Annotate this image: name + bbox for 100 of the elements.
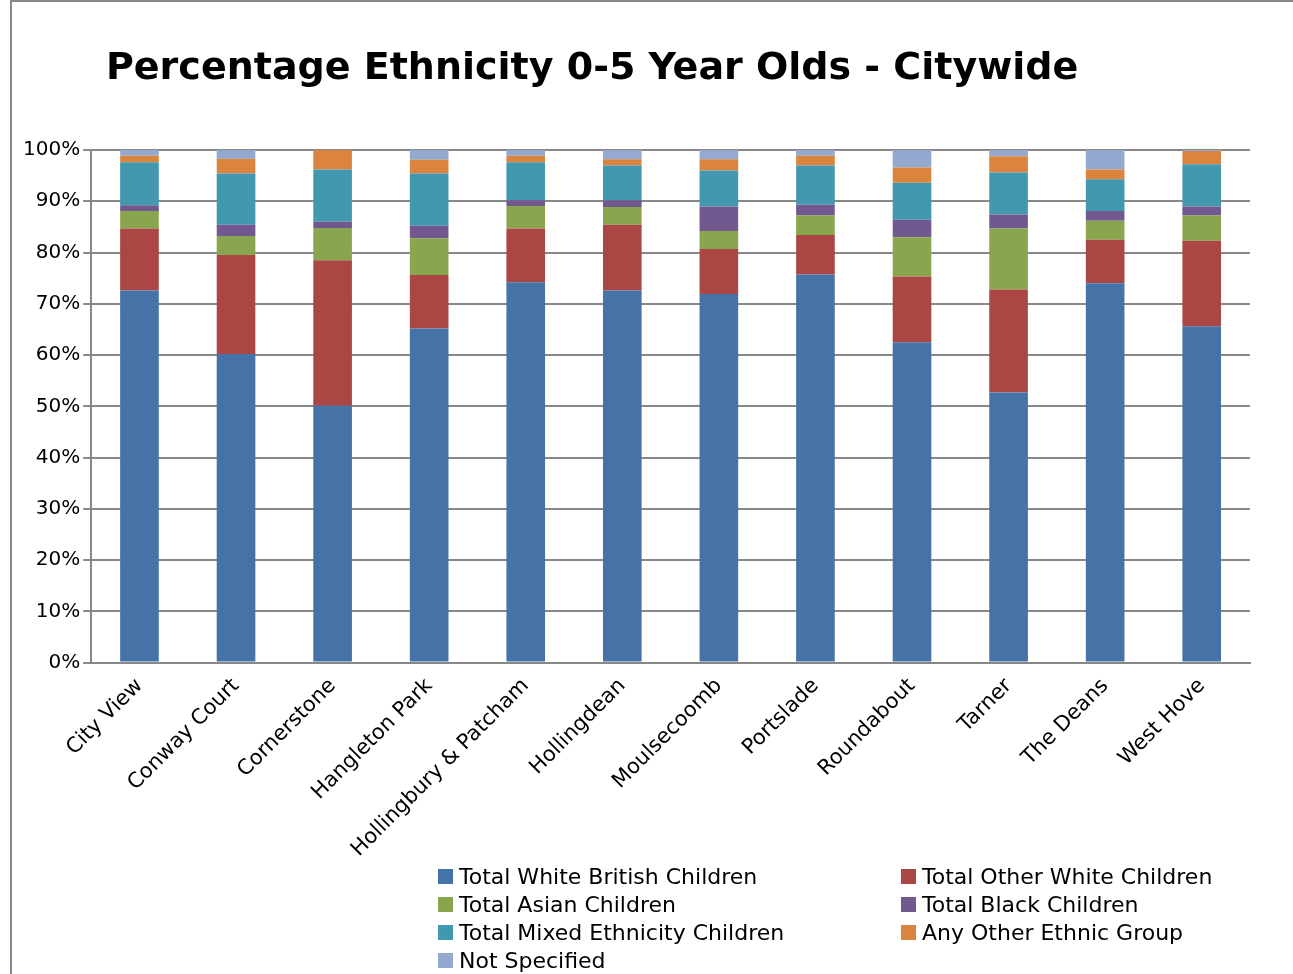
bar: [216, 173, 256, 225]
bar: [1182, 164, 1222, 207]
bar: [796, 165, 835, 205]
bar: [602, 150, 642, 160]
bar: [1085, 239, 1125, 284]
bar: [313, 405, 352, 662]
bar: [796, 150, 835, 156]
y-tick-label: 100%: [22, 136, 81, 161]
bar: [699, 159, 739, 171]
bar: [892, 167, 932, 183]
bar: [313, 260, 352, 406]
bar: [796, 274, 835, 662]
bar: [1085, 169, 1125, 180]
bar: [506, 205, 546, 229]
bar: [602, 165, 642, 201]
bar: [989, 228, 1028, 290]
bar: [699, 248, 739, 295]
legend-label: Total Other White Children: [922, 864, 1213, 889]
bar: [506, 200, 546, 206]
y-tick-label: 60%: [35, 341, 81, 366]
bar: [989, 392, 1028, 662]
bar: [796, 235, 835, 275]
bar: [892, 182, 932, 220]
y-tick-label: 50%: [35, 392, 81, 417]
bar: [313, 221, 352, 228]
bar: [699, 150, 739, 160]
bar: [120, 211, 159, 229]
bar: [120, 162, 159, 206]
bar: [313, 227, 352, 261]
bar: [216, 354, 256, 662]
bar: [892, 150, 932, 168]
y-tick-label: 40%: [35, 443, 81, 468]
legend-label: Not Specified: [459, 948, 606, 973]
bar: [1085, 211, 1125, 221]
bar: [506, 282, 546, 662]
legend-label: Total Black Children: [922, 892, 1139, 917]
bar: [216, 158, 256, 174]
bar: [409, 225, 449, 239]
chart-title: Percentage Ethnicity 0-5 Year Olds - Citywide: [106, 44, 1079, 88]
bar: [989, 172, 1028, 215]
bar: [313, 150, 352, 170]
legend-label: Any Other Ethnic Group: [922, 920, 1184, 945]
bar: [506, 150, 546, 156]
bar: [216, 255, 256, 355]
legend-label: Total White British Children: [459, 864, 758, 889]
bar: [120, 205, 159, 211]
bar: [796, 215, 835, 236]
bar: [216, 150, 256, 159]
legend-label: Total Mixed Ethnicity Children: [459, 920, 785, 945]
bar: [409, 328, 449, 662]
bar: [1085, 150, 1125, 170]
y-tick-label: 90%: [35, 187, 81, 212]
bar: [1182, 240, 1222, 327]
bar: [602, 200, 642, 207]
bar: [989, 156, 1028, 173]
bar: [1085, 179, 1125, 211]
bar: [602, 159, 642, 166]
bar: [699, 170, 739, 207]
bar: [409, 238, 449, 276]
bar: [120, 228, 159, 291]
y-tick-label: 0%: [48, 648, 81, 673]
bar: [796, 155, 835, 166]
bar: [409, 150, 449, 160]
bar: [796, 204, 835, 216]
bar: [506, 162, 546, 201]
bar: [120, 150, 159, 156]
bar: [602, 290, 642, 662]
y-tick-label: 70%: [35, 289, 81, 314]
y-tick-label: 20%: [35, 546, 81, 571]
bar: [1182, 215, 1222, 241]
bar: [1182, 206, 1222, 216]
bar: [409, 159, 449, 174]
bar: [602, 224, 642, 291]
y-tick-label: 30%: [35, 495, 81, 520]
bar: [602, 206, 642, 225]
bar: [699, 230, 739, 249]
bar: [409, 173, 449, 226]
bar: [120, 290, 159, 662]
bar: [313, 169, 352, 222]
bar: [989, 214, 1028, 229]
y-tick-label: 10%: [35, 597, 81, 622]
bar: [1182, 151, 1222, 165]
bar: [989, 150, 1028, 157]
bar: [409, 275, 449, 329]
legend-label: Total Asian Children: [459, 892, 676, 917]
bar: [892, 342, 932, 662]
bar: [1085, 283, 1125, 662]
bar: [892, 237, 932, 277]
bar: [699, 294, 739, 662]
bar: [699, 206, 739, 231]
bar: [216, 224, 256, 237]
y-tick-label: 80%: [35, 238, 81, 263]
bar: [892, 219, 932, 238]
bar: [506, 228, 546, 283]
bar: [120, 155, 159, 163]
bar: [1085, 220, 1125, 240]
bar: [216, 236, 256, 256]
bar: [989, 289, 1028, 393]
bar: [892, 276, 932, 343]
bar: [506, 155, 546, 163]
